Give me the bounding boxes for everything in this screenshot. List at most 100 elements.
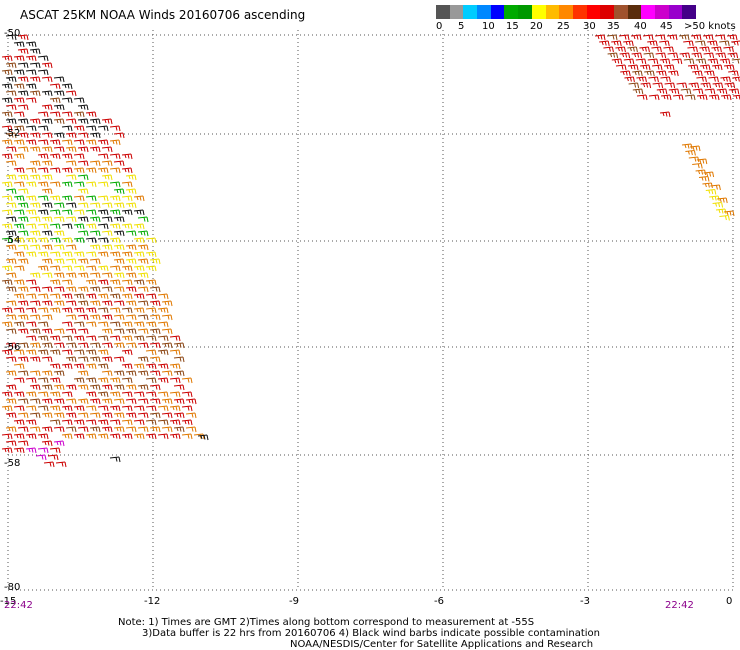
wind-barb: [53, 398, 65, 405]
wind-barb: [85, 251, 97, 258]
wind-barb: [25, 181, 37, 188]
wind-barb: [13, 279, 25, 286]
wind-barb: [133, 335, 145, 342]
wind-barb: [89, 118, 101, 125]
wind-barb: [101, 342, 113, 349]
wind-barb: [692, 70, 703, 77]
wind-barb: [65, 174, 77, 181]
wind-barb: [13, 377, 25, 384]
scale-segment: [613, 5, 628, 19]
wind-barb: [121, 251, 133, 258]
wind-barb: [109, 293, 121, 300]
wind-barb: [125, 384, 137, 391]
wind-barb: [5, 440, 17, 447]
scale-label: 35: [607, 21, 620, 32]
wind-barb: [41, 90, 53, 97]
wind-barb: [109, 195, 121, 202]
wind-barb: [149, 426, 161, 433]
wind-barb: [53, 426, 65, 433]
wind-barb: [13, 251, 25, 258]
wind-barb: [157, 335, 169, 342]
wind-barb: [5, 174, 17, 181]
wind-barb: [37, 335, 49, 342]
wind-barb: [49, 97, 61, 104]
wind-barb: [25, 433, 37, 440]
wind-barb: [113, 244, 125, 251]
scale-segment: [463, 5, 478, 19]
wind-barb: [197, 434, 209, 441]
wind-barb: [49, 195, 61, 202]
wind-barb: [1, 83, 13, 90]
wind-barb: [29, 62, 41, 69]
wind-barb: [624, 76, 635, 83]
wind-barb: [654, 34, 666, 41]
wind-barb: [65, 160, 77, 167]
wind-barb: [169, 349, 181, 356]
wind-barb: [73, 125, 85, 132]
wind-barb: [29, 342, 41, 349]
wind-barb: [181, 419, 193, 426]
wind-barb: [679, 52, 691, 59]
wind-barb: [121, 153, 133, 160]
wind-barb: [85, 139, 97, 146]
wind-barb: [169, 433, 181, 440]
wind-barb: [85, 279, 97, 286]
wind-barb: [65, 398, 77, 405]
wind-barb: [690, 34, 702, 41]
wind-barb: [145, 251, 157, 258]
wind-barb: [25, 41, 37, 48]
wind-barb: [17, 342, 29, 349]
wind-barb: [121, 181, 133, 188]
wind-barb: [145, 405, 157, 412]
wind-barb: [65, 244, 77, 251]
scale-segment: [668, 5, 683, 19]
wind-barb: [113, 202, 125, 209]
wind-barb: [639, 46, 650, 53]
wind-barb: [41, 426, 53, 433]
wind-barb: [1, 237, 13, 244]
wind-barb: [17, 286, 29, 293]
wind-barb: [89, 216, 101, 223]
wind-barb: [85, 209, 97, 216]
wind-barb: [85, 363, 97, 370]
wind-barb: [137, 300, 149, 307]
wind-barb: [149, 300, 161, 307]
wind-barb: [89, 272, 101, 279]
wind-barb: [13, 419, 25, 426]
wind-barb: [1, 209, 13, 216]
wind-barb: [17, 216, 29, 223]
scale-label: 25: [557, 21, 570, 32]
wind-barb: [1, 97, 13, 104]
wind-barb: [699, 64, 711, 71]
wind-barb: [25, 69, 37, 76]
wind-barb: [648, 94, 660, 101]
wind-barb: [636, 94, 648, 101]
wind-barb: [25, 447, 37, 454]
wind-barb: [656, 70, 667, 77]
wind-barb: [700, 82, 712, 89]
wind-barb: [13, 349, 25, 356]
wind-barb: [710, 184, 721, 191]
wind-barb: [137, 342, 149, 349]
wind-barb: [157, 391, 169, 398]
scale-segment: [531, 5, 546, 19]
wind-barb: [77, 188, 89, 195]
longitude-label: -12: [144, 596, 160, 607]
wind-barb: [97, 167, 109, 174]
wind-barb: [37, 55, 49, 62]
wind-barb: [149, 328, 161, 335]
wind-barb: [137, 230, 149, 237]
wind-barb: [687, 46, 698, 53]
scale-label: >50 knots: [684, 21, 736, 32]
wind-barb: [49, 181, 61, 188]
wind-barb: [85, 377, 97, 384]
wind-barb: [623, 58, 635, 65]
wind-barb: [660, 76, 671, 83]
wind-barb: [109, 279, 121, 286]
wind-barb: [169, 377, 181, 384]
wind-barb: [101, 328, 113, 335]
wind-barb: [137, 258, 149, 265]
wind-barb: [113, 370, 125, 377]
wind-barb: [29, 286, 41, 293]
wind-barb: [29, 118, 41, 125]
